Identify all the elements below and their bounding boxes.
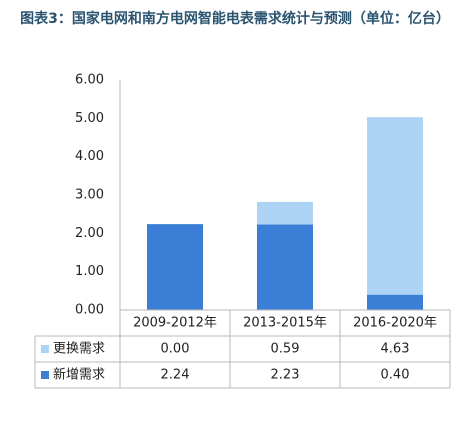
bar-segment bbox=[257, 201, 313, 225]
y-tick-label: 1.00 bbox=[75, 264, 104, 279]
y-tick-label: 5.00 bbox=[75, 111, 104, 126]
legend-label: 新增需求 bbox=[53, 367, 105, 383]
y-tick-label: 2.00 bbox=[75, 226, 104, 241]
y-tick-label: 3.00 bbox=[75, 188, 104, 203]
bar-segment bbox=[147, 224, 203, 310]
x-tick-label: 2009-2012年 bbox=[133, 316, 217, 331]
bar-segment bbox=[367, 117, 423, 295]
table-value: 0.40 bbox=[381, 368, 410, 383]
y-tick-label: 0.00 bbox=[75, 303, 104, 318]
table-value: 0.00 bbox=[161, 342, 190, 357]
table-value: 4.63 bbox=[381, 342, 410, 357]
legend-swatch bbox=[41, 345, 49, 353]
table-value: 0.59 bbox=[271, 342, 300, 357]
legend-label: 更换需求 bbox=[53, 342, 105, 357]
table-value: 2.24 bbox=[161, 368, 190, 383]
chart-title: 图表3：国家电网和南方电网智能电表需求统计与预测（单位：亿台） bbox=[20, 11, 450, 27]
y-tick-label: 6.00 bbox=[75, 73, 104, 88]
legend-swatch bbox=[41, 371, 49, 379]
bar-segment bbox=[367, 294, 423, 310]
x-tick-label: 2013-2015年 bbox=[243, 316, 327, 331]
y-tick-label: 4.00 bbox=[75, 149, 104, 164]
x-tick-label: 2016-2020年 bbox=[353, 316, 437, 331]
table-value: 2.23 bbox=[271, 368, 300, 383]
bar-segment bbox=[257, 224, 313, 310]
